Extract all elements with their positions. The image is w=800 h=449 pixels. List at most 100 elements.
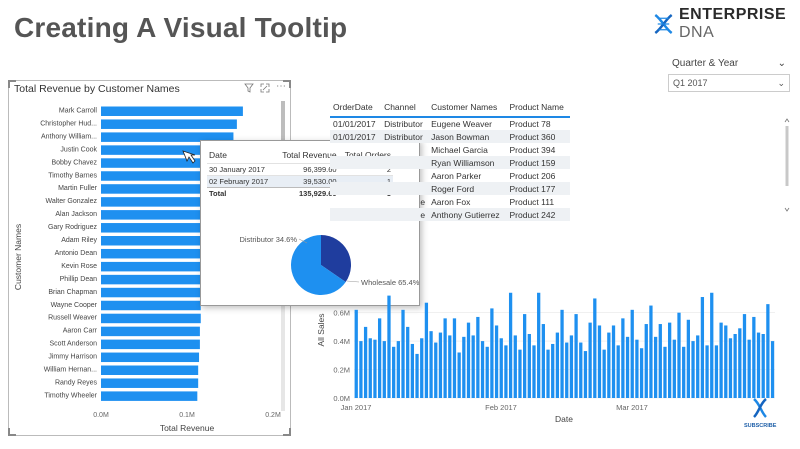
column-header[interactable]: Product Name [506, 100, 570, 118]
column-mark[interactable] [649, 305, 653, 398]
column-mark[interactable] [373, 339, 377, 398]
column-mark[interactable] [766, 304, 770, 398]
resize-handle[interactable] [8, 80, 16, 88]
focus-mode-icon[interactable] [260, 83, 270, 93]
more-options-icon[interactable]: ⋯ [276, 81, 286, 92]
column-mark[interactable] [682, 346, 686, 398]
column-mark[interactable] [705, 345, 709, 398]
column-mark[interactable] [523, 314, 527, 398]
bar-mark[interactable] [101, 158, 220, 168]
column-mark[interactable] [733, 334, 737, 398]
column-mark[interactable] [644, 324, 648, 398]
column-mark[interactable] [452, 318, 457, 398]
column-mark[interactable] [415, 353, 419, 398]
column-mark[interactable] [504, 345, 508, 398]
column-mark[interactable] [756, 332, 761, 398]
column-mark[interactable] [686, 319, 690, 398]
pie-slice[interactable] [321, 235, 351, 283]
column-mark[interactable] [508, 292, 513, 398]
bar-mark[interactable] [101, 132, 234, 142]
column-mark[interactable] [537, 292, 541, 398]
table-scrollbar[interactable] [784, 118, 790, 214]
column-header[interactable]: OrderDate [330, 100, 382, 118]
column-mark[interactable] [672, 339, 676, 398]
column-mark[interactable] [457, 352, 461, 398]
column-mark[interactable] [406, 326, 410, 398]
bar-mark[interactable] [101, 171, 217, 181]
column-mark[interactable] [770, 341, 775, 398]
column-mark[interactable] [434, 342, 438, 398]
bar-mark[interactable] [101, 287, 202, 298]
bar-mark[interactable] [101, 300, 201, 311]
bar-mark[interactable] [101, 274, 203, 285]
column-mark[interactable] [653, 336, 658, 398]
column-mark[interactable] [480, 341, 485, 398]
pie-slice[interactable] [291, 235, 346, 295]
bar-mark[interactable] [101, 339, 200, 350]
column-mark[interactable] [560, 309, 564, 398]
column-mark[interactable] [658, 324, 662, 398]
column-mark[interactable] [691, 341, 695, 398]
column-mark[interactable] [368, 338, 372, 398]
column-mark[interactable] [438, 332, 443, 398]
column-mark[interactable] [401, 309, 405, 398]
column-mark[interactable] [621, 318, 625, 398]
column-mark[interactable] [630, 309, 634, 398]
column-mark[interactable] [476, 316, 480, 398]
column-mark[interactable] [597, 325, 602, 398]
column-mark[interactable] [569, 335, 574, 398]
column-mark[interactable] [354, 309, 358, 398]
column-mark[interactable] [565, 342, 569, 398]
bar-mark[interactable] [101, 326, 200, 337]
column-mark[interactable] [747, 339, 751, 398]
column-header[interactable]: Customer Names [428, 100, 507, 118]
bar-mark[interactable] [101, 365, 199, 376]
column-mark[interactable] [396, 341, 400, 398]
tooltip-header-date[interactable]: Date [209, 150, 227, 160]
bar-mark[interactable] [101, 236, 206, 246]
bar-mark[interactable] [101, 313, 201, 324]
bar-mark[interactable] [101, 261, 204, 272]
column-mark[interactable] [677, 312, 681, 398]
column-mark[interactable] [696, 335, 700, 398]
bar-mark[interactable] [101, 378, 199, 388]
column-mark[interactable] [532, 345, 536, 398]
column-mark[interactable] [499, 338, 503, 398]
column-mark[interactable] [602, 349, 606, 398]
column-mark[interactable] [443, 318, 447, 398]
bar-mark[interactable] [101, 223, 208, 233]
column-mark[interactable] [724, 325, 728, 398]
column-mark[interactable] [574, 314, 578, 398]
column-mark[interactable] [429, 331, 433, 398]
revenue-by-customer-visual[interactable]: Total Revenue by Customer Names ⋯ Mark C… [8, 80, 291, 436]
column-mark[interactable] [579, 342, 583, 398]
column-mark[interactable] [668, 322, 672, 398]
column-mark[interactable] [541, 324, 545, 398]
tooltip-header-orders[interactable]: Total Orders [344, 150, 391, 160]
column-mark[interactable] [420, 338, 424, 398]
column-mark[interactable] [518, 349, 522, 398]
resize-handle[interactable] [283, 80, 291, 88]
column-mark[interactable] [593, 298, 597, 398]
bar-mark[interactable] [101, 210, 209, 220]
column-mark[interactable] [471, 335, 475, 398]
column-mark[interactable] [738, 328, 742, 398]
bar-mark[interactable] [101, 352, 200, 363]
column-mark[interactable] [513, 335, 517, 398]
column-mark[interactable] [625, 336, 630, 398]
column-mark[interactable] [583, 351, 588, 398]
column-mark[interactable] [714, 345, 719, 398]
column-mark[interactable] [742, 314, 747, 398]
column-mark[interactable] [363, 326, 368, 398]
resize-handle[interactable] [283, 428, 291, 436]
column-mark[interactable] [639, 348, 644, 398]
column-mark[interactable] [359, 341, 363, 398]
bar-mark[interactable] [101, 106, 243, 117]
subscribe-badge[interactable]: SUBSCRIBE [744, 398, 776, 429]
column-mark[interactable] [490, 308, 494, 398]
bar-mark[interactable] [101, 391, 198, 401]
column-mark[interactable] [494, 325, 499, 398]
column-mark[interactable] [728, 338, 733, 398]
filter-icon[interactable] [244, 83, 254, 93]
column-mark[interactable] [663, 346, 667, 398]
